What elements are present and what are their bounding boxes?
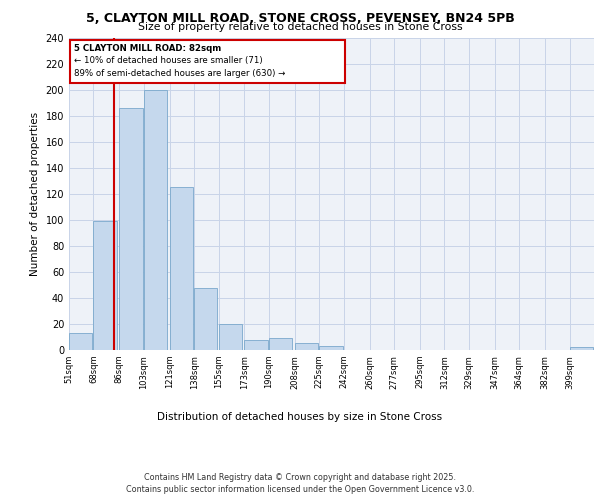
Bar xyxy=(70,40,345,83)
Bar xyxy=(319,346,343,350)
Bar xyxy=(119,108,143,350)
Bar xyxy=(170,187,193,350)
Text: 5 CLAYTON MILL ROAD: 82sqm: 5 CLAYTON MILL ROAD: 82sqm xyxy=(74,44,221,53)
Bar xyxy=(69,333,92,350)
Text: 5, CLAYTON MILL ROAD, STONE CROSS, PEVENSEY, BN24 5PB: 5, CLAYTON MILL ROAD, STONE CROSS, PEVEN… xyxy=(86,12,514,24)
Bar xyxy=(194,288,217,350)
Text: Size of property relative to detached houses in Stone Cross: Size of property relative to detached ho… xyxy=(137,22,463,32)
Y-axis label: Number of detached properties: Number of detached properties xyxy=(30,112,40,276)
Bar xyxy=(569,348,593,350)
Text: Distribution of detached houses by size in Stone Cross: Distribution of detached houses by size … xyxy=(157,412,443,422)
Bar xyxy=(244,340,268,350)
Text: Contains HM Land Registry data © Crown copyright and database right 2025.
Contai: Contains HM Land Registry data © Crown c… xyxy=(126,472,474,494)
Text: ← 10% of detached houses are smaller (71): ← 10% of detached houses are smaller (71… xyxy=(74,56,263,66)
Text: 89% of semi-detached houses are larger (630) →: 89% of semi-detached houses are larger (… xyxy=(74,68,286,78)
Bar xyxy=(295,344,318,350)
Bar xyxy=(144,90,167,350)
Bar xyxy=(218,324,242,350)
Bar xyxy=(94,221,117,350)
Bar xyxy=(269,338,292,350)
